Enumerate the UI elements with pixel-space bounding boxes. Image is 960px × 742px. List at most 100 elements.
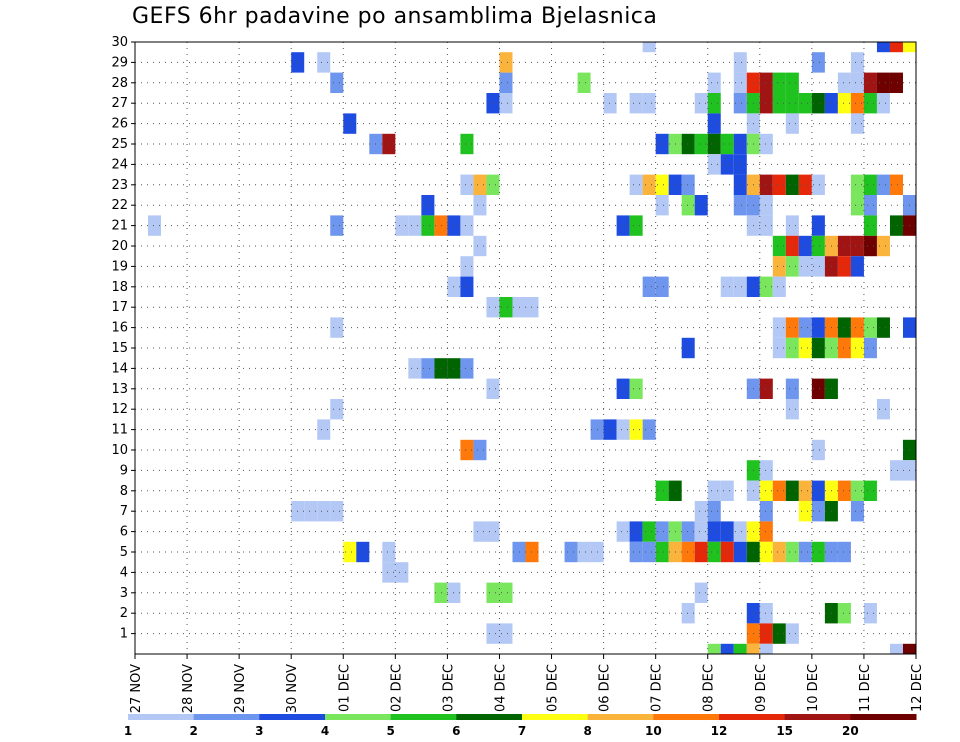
legend-label: 6 [452, 724, 460, 738]
heatmap-cell [889, 72, 903, 93]
heatmap-cell [317, 501, 331, 522]
y-tick-label: 27 [111, 96, 128, 111]
heatmap-cell [850, 174, 864, 195]
heatmap-cell [330, 399, 344, 420]
heatmap-cell [733, 541, 747, 563]
x-tick-label: 08 DEC [702, 664, 717, 712]
heatmap-cell [889, 460, 903, 481]
heatmap-cell [603, 419, 617, 440]
legend-swatch [390, 714, 457, 720]
heatmap-cell [707, 643, 721, 654]
y-tick-label: 10 [111, 443, 128, 458]
x-tick-label: 03 DEC [441, 664, 456, 712]
heatmap-cell [759, 174, 773, 195]
heatmap-cell [629, 419, 643, 440]
y-tick-label: 20 [111, 239, 128, 254]
heatmap-cell [473, 195, 487, 216]
x-tick-label: 29 NOV [233, 664, 248, 713]
heatmap-cell [330, 215, 344, 236]
heatmap-cell [720, 643, 734, 654]
x-tick-label: 04 DEC [493, 664, 508, 712]
heatmap-cell [616, 521, 630, 542]
heatmap-cell [733, 93, 747, 114]
heatmap-cell [811, 215, 825, 236]
heatmap-cell [785, 378, 799, 399]
heatmap-cell [837, 93, 851, 114]
heatmap-cell [837, 541, 851, 563]
heatmap-cell [382, 133, 396, 155]
heatmap-cell [759, 215, 773, 236]
heatmap-cell [850, 317, 864, 338]
heatmap-cell [603, 93, 617, 114]
heatmap-cell [473, 174, 487, 195]
heatmap-cell [733, 133, 747, 155]
heatmap-cell [694, 582, 708, 603]
heatmap-cell [811, 501, 825, 522]
y-tick-label: 2 [120, 606, 128, 621]
heatmap-cell [486, 582, 500, 603]
heatmap-cell [486, 521, 500, 542]
heatmap-cell [707, 72, 721, 93]
heatmap-cell [616, 419, 630, 440]
heatmap-cell [785, 623, 799, 644]
heatmap-cell [876, 235, 890, 257]
y-tick-label: 29 [111, 55, 128, 70]
heatmap-cell [395, 215, 409, 236]
heatmap-cell [811, 317, 825, 338]
heatmap-cell [408, 215, 422, 236]
heatmap-cell [811, 235, 825, 257]
heatmap-cell [759, 133, 773, 155]
y-tick-label: 12 [111, 402, 128, 417]
y-tick-label: 15 [111, 341, 128, 356]
heatmap-cell [837, 256, 851, 277]
heatmap-cell [759, 501, 773, 522]
heatmap-cell [499, 52, 513, 73]
heatmap-cell [707, 154, 721, 175]
heatmap-cell [889, 215, 903, 236]
axes: 1234567891011121314151617181920212223242… [111, 35, 925, 713]
heatmap-cell [707, 541, 721, 563]
heatmap-cell [772, 337, 786, 359]
heatmap-cell [655, 276, 669, 297]
heatmap-cell [759, 195, 773, 216]
y-tick-label: 9 [120, 463, 128, 478]
heatmap-cell [577, 541, 591, 563]
heatmap-cell [642, 276, 656, 297]
heatmap-cell [460, 133, 474, 155]
heatmap-cell [720, 133, 734, 155]
heatmap-cell [876, 317, 890, 338]
heatmap-cell [811, 439, 825, 461]
y-tick-label: 11 [111, 423, 128, 438]
heatmap-cell [694, 501, 708, 522]
heatmap-cell [785, 72, 799, 93]
heatmap-cell [798, 317, 812, 338]
heatmap-cell [759, 623, 773, 644]
y-tick-label: 19 [111, 259, 128, 274]
heatmap-cell [772, 235, 786, 257]
heatmap-cell [681, 521, 695, 542]
heatmap-cell [759, 480, 773, 501]
heatmap-cell [811, 337, 825, 359]
heatmap-cell [759, 460, 773, 481]
heatmap-cell [798, 501, 812, 522]
heatmap-cell [694, 195, 708, 216]
y-tick-label: 1 [120, 627, 128, 642]
x-tick-label: 01 DEC [337, 664, 352, 712]
heatmap-cell [837, 72, 851, 93]
heatmap-cell [512, 297, 526, 318]
y-tick-label: 30 [111, 35, 128, 50]
y-tick-label: 23 [111, 178, 128, 193]
legend-label: 1 [124, 724, 132, 738]
heatmap-cell [798, 174, 812, 195]
x-tick-label: 05 DEC [546, 664, 561, 712]
heatmap-cell [720, 276, 734, 297]
y-tick-label: 28 [111, 76, 128, 91]
heatmap-cell [655, 174, 669, 195]
heatmap-cell [785, 235, 799, 257]
heatmap-cell [707, 133, 721, 155]
heatmap-cell [837, 480, 851, 501]
y-tick-label: 3 [120, 586, 128, 601]
heatmap-cell [655, 521, 669, 542]
heatmap-cell [408, 358, 422, 379]
heatmap-cell [525, 297, 539, 318]
